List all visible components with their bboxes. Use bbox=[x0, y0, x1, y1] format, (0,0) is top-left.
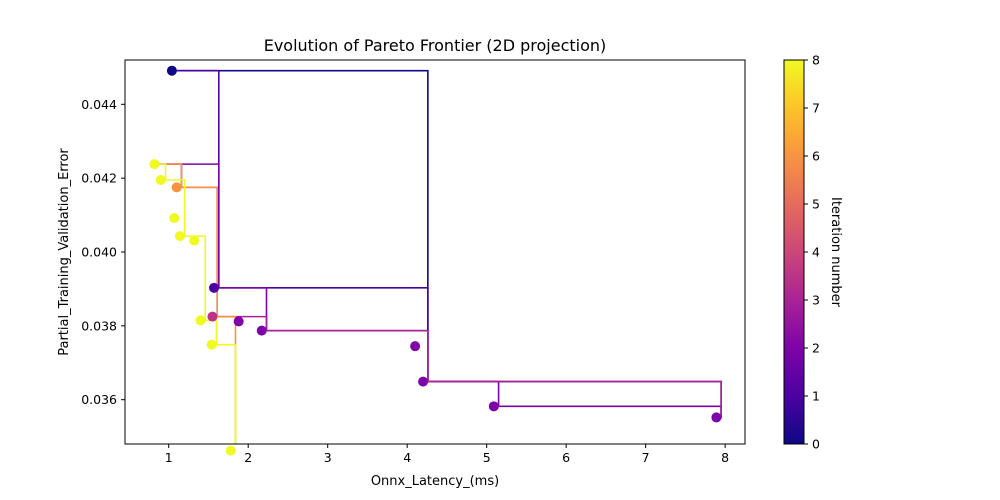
colorbar-tick-label: 5 bbox=[812, 197, 820, 212]
data-point bbox=[169, 213, 180, 224]
x-tick-label: 6 bbox=[562, 450, 570, 465]
x-tick-label: 8 bbox=[721, 450, 729, 465]
y-tick-label: 0.036 bbox=[81, 392, 117, 407]
y-tick-label: 0.042 bbox=[81, 171, 117, 186]
colorbar-tick-label: 4 bbox=[812, 245, 820, 260]
data-point bbox=[207, 311, 218, 322]
colorbar-gradient bbox=[783, 59, 805, 445]
colorbar-tick-label: 0 bbox=[812, 437, 820, 452]
frontier-line-iteration-2 bbox=[154, 163, 722, 419]
data-point bbox=[171, 182, 182, 193]
frontier-line-iteration-3 bbox=[154, 163, 722, 419]
y-axis: 0.036 0.038 0.040 0.042 0.044 bbox=[81, 97, 125, 407]
data-point bbox=[488, 401, 499, 412]
data-point bbox=[155, 175, 166, 185]
x-tick-label: 7 bbox=[642, 450, 650, 465]
y-tick-label: 0.044 bbox=[81, 97, 117, 112]
frontier-line-iteration-8 bbox=[154, 163, 237, 444]
y-tick-label: 0.038 bbox=[81, 318, 117, 333]
y-tick-label: 0.040 bbox=[81, 245, 117, 260]
data-point bbox=[206, 339, 217, 350]
frontier-lines bbox=[154, 69, 722, 444]
data-point bbox=[149, 159, 160, 170]
data-point bbox=[174, 231, 185, 242]
x-axis: 1 2 3 4 5 6 7 8 bbox=[165, 444, 729, 465]
colorbar-tick-label: 1 bbox=[812, 389, 820, 404]
x-tick-label: 5 bbox=[483, 450, 491, 465]
data-point bbox=[166, 65, 177, 76]
data-point bbox=[256, 325, 267, 336]
colorbar-tick-label: 3 bbox=[812, 293, 820, 308]
x-tick-label: 2 bbox=[244, 450, 252, 465]
colorbar: 0 1 2 3 4 5 6 7 8 Iteration number bbox=[783, 53, 843, 452]
frontier-line-iteration-1 bbox=[171, 69, 722, 419]
data-point bbox=[418, 376, 429, 387]
chart-title: Evolution of Pareto Frontier (2D project… bbox=[264, 36, 607, 55]
frontier-line-iteration-6 bbox=[154, 163, 237, 444]
colorbar-tick-label: 7 bbox=[812, 101, 820, 116]
data-point bbox=[410, 341, 421, 352]
colorbar-tick-label: 6 bbox=[812, 149, 820, 164]
y-axis-label: Partial_Training_Validation_Error bbox=[57, 148, 72, 356]
x-tick-label: 3 bbox=[324, 450, 332, 465]
x-axis-label: Onnx_Latency_(ms) bbox=[371, 474, 499, 489]
data-point bbox=[209, 282, 220, 293]
x-tick-label: 4 bbox=[403, 450, 411, 465]
colorbar-tick-label: 2 bbox=[812, 341, 820, 356]
data-point bbox=[225, 445, 236, 456]
colorbar-tick-label: 8 bbox=[812, 53, 820, 68]
colorbar-label: Iteration number bbox=[828, 197, 843, 308]
x-tick-label: 1 bbox=[165, 450, 173, 465]
data-point bbox=[233, 316, 244, 327]
scatter-points bbox=[149, 65, 722, 456]
data-point bbox=[189, 235, 200, 246]
data-point bbox=[711, 412, 722, 423]
colorbar-ticks: 0 1 2 3 4 5 6 7 8 bbox=[804, 53, 820, 452]
plot-area bbox=[124, 59, 746, 456]
frontier-line-iteration-0 bbox=[171, 69, 429, 383]
data-point bbox=[195, 315, 206, 326]
